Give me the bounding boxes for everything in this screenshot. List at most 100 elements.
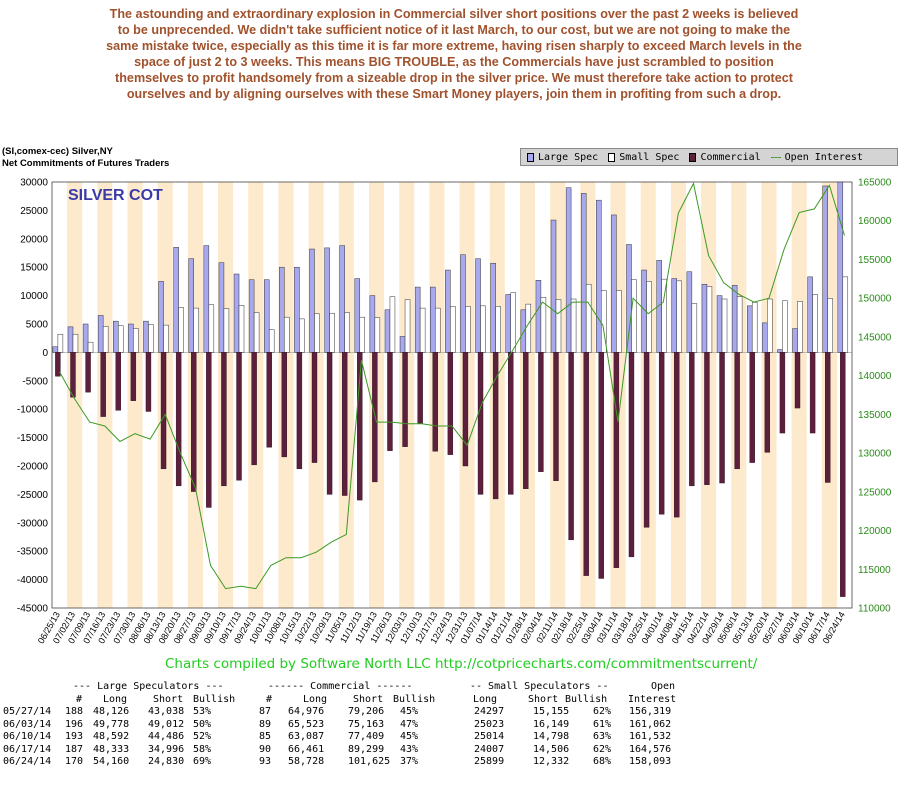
small-spec-bar (208, 304, 215, 353)
small-spec-bar (661, 278, 667, 353)
table-cell: 49,012 (148, 718, 185, 730)
table-cell: 63,087 (288, 731, 325, 742)
small-spec-bar (389, 296, 396, 353)
column-header: Long (473, 693, 498, 705)
commercial-bar (794, 352, 801, 409)
table-cell: 58,728 (288, 756, 325, 767)
left-axis-tick-label: 30000 (20, 178, 48, 189)
commercial-bar (477, 352, 484, 495)
table-cell: 06/03/14 (3, 718, 52, 730)
large-spec-bar (324, 247, 330, 353)
commercial-bar (553, 352, 559, 481)
commercial-bar (719, 352, 725, 484)
legend-commercial-label: Commercial (700, 151, 761, 163)
small-spec-bar (676, 280, 682, 353)
commercial-bar (417, 352, 423, 424)
table-cell: 61% (593, 718, 612, 730)
small-spec-bar (344, 312, 350, 353)
column-header: Bullish (565, 693, 608, 705)
large-spec-bar (52, 346, 59, 353)
table-cell: 93 (259, 756, 272, 767)
chart-header: (SI,comex-cec) Silver,NY Net Commitments… (2, 146, 169, 170)
commercial-bar (643, 352, 650, 528)
commercial-swatch-icon (689, 152, 697, 162)
right-axis-tick-label: 125000 (858, 487, 892, 498)
commercial-bar (100, 352, 106, 417)
left-axis-tick-label: -40000 (17, 575, 49, 586)
small-spec-bar (782, 300, 788, 353)
large-spec-bar (746, 305, 753, 353)
right-axis-tick-label: 130000 (858, 449, 892, 460)
small-spec-bar (148, 324, 154, 353)
table-cell: 48,126 (93, 706, 130, 717)
commercial-bar (236, 352, 242, 481)
small-spec-bar (555, 299, 562, 353)
small-spec-bar (540, 297, 547, 353)
commercial-bar (326, 352, 333, 495)
table-cell: 161,532 (629, 731, 672, 742)
large-spec-bar (596, 199, 602, 353)
left-axis-tick-label: -20000 (17, 462, 49, 473)
small-spec-bar (585, 283, 592, 353)
commercial-bar (492, 352, 499, 500)
open-interest-line (59, 182, 845, 590)
commercial-bar (402, 352, 408, 447)
group-header-large: --- Large Speculators --- (73, 681, 224, 692)
table-cell: 77,409 (348, 731, 385, 742)
commercial-bar (809, 352, 816, 434)
column-header: Interest (628, 693, 677, 705)
small-spec-bar (57, 333, 64, 353)
large-spec-bar (445, 269, 451, 353)
left-axis-tick-label: -10000 (17, 405, 49, 416)
small-spec-bar (434, 307, 441, 353)
commercial-bar (764, 352, 771, 453)
column-header: Short (528, 693, 559, 705)
large-spec-bar (384, 309, 391, 353)
table-cell: 196 (65, 718, 84, 730)
small-spec-bar (842, 276, 849, 353)
right-axis-tick-label: 115000 (858, 565, 891, 576)
footer-credit: Charts compiled by Software North LLC ht… (165, 656, 758, 672)
large-spec-bar (490, 262, 496, 353)
large-spec-bar (203, 245, 210, 353)
large-spec-bar (173, 247, 179, 353)
large-spec-bar (777, 349, 783, 353)
table-cell: 52% (193, 731, 212, 742)
table-cell: 85 (259, 731, 272, 742)
table-cell: 53% (193, 706, 212, 717)
right-axis-tick-label: 160000 (858, 216, 892, 227)
right-axis-tick-label: 165000 (858, 178, 892, 189)
commercial-bar (538, 352, 544, 472)
commercial-bar (523, 352, 529, 489)
table-cell: 87 (259, 706, 272, 717)
table-cell: 24007 (474, 743, 505, 755)
commercial-bar (734, 352, 740, 470)
small-spec-bar (797, 301, 803, 353)
left-axis-tick-label: -15000 (17, 433, 49, 444)
legend-large-spec: Large Spec (527, 152, 598, 163)
commercial-bar (447, 352, 454, 455)
large-spec-bar (460, 254, 466, 353)
legend-small-spec-label: Small Spec (619, 151, 680, 163)
table-cell: 79,206 (348, 706, 385, 717)
large-spec-bar (309, 248, 315, 353)
commercial-bar (583, 352, 589, 576)
large-spec-bar (535, 280, 542, 353)
table-cell: 43% (400, 743, 419, 755)
chart-header-symbol: (SI,comex-cec) Silver,NY (2, 146, 113, 157)
commercial-bar (206, 352, 212, 508)
large-spec-bar (279, 266, 285, 353)
left-axis-tick-label: 15000 (20, 263, 48, 274)
left-axis-tick-label: 5000 (26, 320, 49, 331)
column-header: Short (153, 693, 184, 705)
right-axis-tick-label: 145000 (858, 332, 892, 343)
small-spec-bar (299, 318, 305, 353)
small-spec-bar (374, 317, 381, 353)
headline-text: The astounding and extraordinary explosi… (106, 7, 802, 101)
plot-frame (51, 181, 853, 609)
table-row: 06/24/14 170 54,160 24,830 69% 93 58,728 101,62… (3, 756, 683, 769)
small-spec-bar (510, 292, 516, 353)
table-cell: 66,461 (288, 743, 325, 755)
chart-legend: Large Spec Small Spec Commercial Open In… (520, 148, 898, 166)
legend-commercial: Commercial (689, 151, 761, 163)
